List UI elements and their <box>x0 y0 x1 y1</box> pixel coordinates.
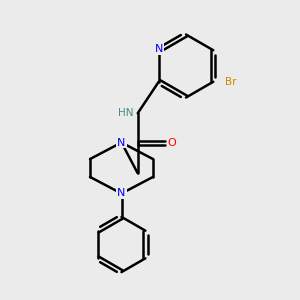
Text: Br: Br <box>225 77 236 87</box>
Text: HN: HN <box>118 108 134 118</box>
Text: N: N <box>117 188 126 199</box>
Text: N: N <box>117 137 126 148</box>
Text: N: N <box>154 44 163 54</box>
Text: O: O <box>168 138 177 148</box>
